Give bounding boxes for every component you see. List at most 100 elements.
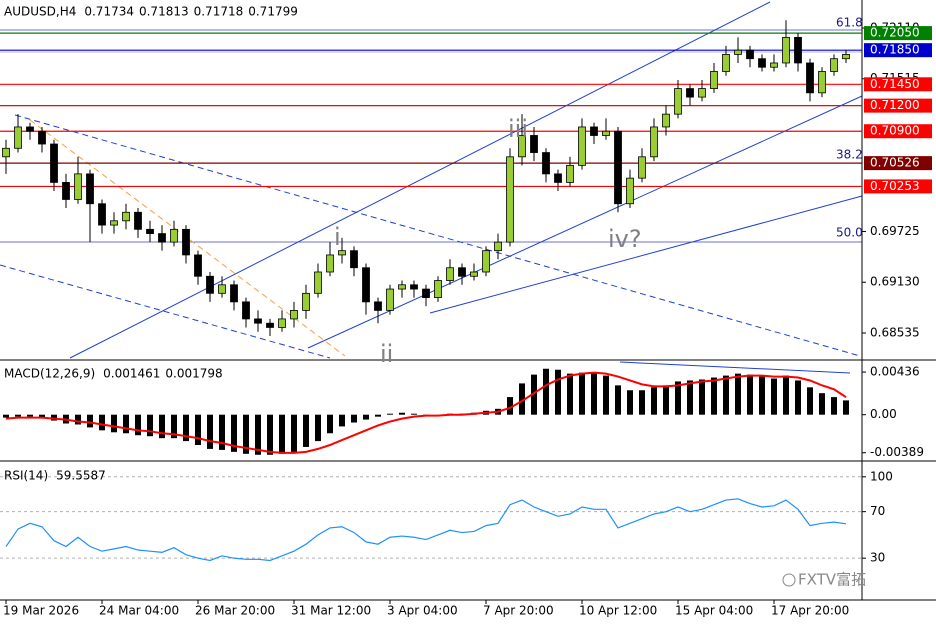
candle-body <box>74 173 82 200</box>
macd-bar <box>627 390 633 415</box>
frame <box>0 0 936 601</box>
candle-body <box>470 271 478 277</box>
level-label: 0.71450 <box>870 77 920 91</box>
candle-body <box>338 250 346 256</box>
watermark: FXTV富拓 <box>798 571 866 589</box>
level-label-box <box>864 124 932 139</box>
candle-body <box>242 301 250 320</box>
candle-body <box>494 241 502 252</box>
level-label: 0.70253 <box>870 179 920 193</box>
fib-label: 38.2 <box>836 148 863 162</box>
y-tick-label: 30 <box>870 551 885 565</box>
trend-line <box>429 195 863 314</box>
panel-value: 0.71813 <box>139 5 189 19</box>
trend-line <box>307 95 863 349</box>
level-label: 0.71200 <box>870 98 920 112</box>
x-tick-label: 3 Apr 04:00 <box>387 604 458 618</box>
candle-body <box>434 280 442 298</box>
macd-bar <box>255 414 261 455</box>
macd-bar <box>111 414 117 433</box>
candle-body <box>50 143 58 183</box>
candle-body <box>638 156 646 179</box>
candle-body <box>194 254 202 277</box>
macd-bar <box>267 414 273 455</box>
panel-value: 0.71799 <box>248 5 298 19</box>
rsi-line <box>5 498 847 562</box>
panel-value: 0.001461 <box>103 367 160 381</box>
y-tick-label: -0.00389 <box>870 445 924 459</box>
macd-bar <box>207 414 213 449</box>
macd-bar <box>579 372 585 415</box>
macd-bar <box>723 375 729 415</box>
candle-body <box>38 130 46 145</box>
wave-label: ii <box>380 340 393 368</box>
candle-body <box>518 135 526 158</box>
macd-bar <box>615 385 621 415</box>
macd-bar <box>399 412 405 415</box>
candle-body <box>530 135 538 153</box>
candle-body <box>482 250 490 273</box>
y-tick-label: 0.68535 <box>870 326 920 340</box>
candle-body <box>230 284 238 303</box>
candle-body <box>122 211 130 222</box>
candle-body <box>182 228 190 256</box>
candle-body <box>218 284 226 294</box>
macd-bar <box>87 414 93 428</box>
y-tick-label: 70 <box>870 504 885 518</box>
macd-bar <box>75 414 81 425</box>
candle-body <box>98 203 106 226</box>
macd-bar <box>279 414 285 454</box>
candle-body <box>842 54 850 60</box>
candle-body <box>2 147 10 158</box>
panel-value: 0.71734 <box>84 5 134 19</box>
macd-bar <box>243 414 249 454</box>
channel-line <box>29 119 346 357</box>
panel-value: 0.71718 <box>194 5 244 19</box>
candle-body <box>674 88 682 115</box>
macd-bar <box>387 413 393 415</box>
macd-bar <box>531 374 537 415</box>
macd-bar <box>351 414 357 423</box>
macd-bar <box>807 387 813 415</box>
macd-bar <box>543 368 549 415</box>
candle-body <box>302 292 310 311</box>
macd-bar <box>747 374 753 415</box>
candle-body <box>146 228 154 235</box>
y-tick-label: 0.00436 <box>870 365 920 379</box>
trend-line <box>69 1 771 359</box>
candle-body <box>830 58 838 72</box>
macd-bar <box>219 414 225 450</box>
x-tick-label: 19 Mar 2026 <box>3 604 79 618</box>
wave-label: iii <box>508 115 528 143</box>
macd-bar <box>555 369 561 415</box>
macd-bar <box>327 414 333 434</box>
candle-body <box>590 126 598 136</box>
x-tick-label: 17 Apr 20:00 <box>771 604 849 618</box>
candle-body <box>374 301 382 311</box>
macd-bar <box>687 380 693 415</box>
candle-body <box>278 318 286 328</box>
candle-body <box>410 284 418 290</box>
x-tick-label: 31 Mar 12:00 <box>291 604 371 618</box>
macd-bar <box>291 414 297 452</box>
x-tick-label: 7 Apr 20:00 <box>483 604 554 618</box>
macd-bar <box>375 414 381 417</box>
macd-bar <box>591 372 597 415</box>
trend-line <box>619 361 851 374</box>
macd-bar <box>123 414 129 434</box>
candle-body <box>506 156 514 243</box>
signal-line <box>5 371 847 454</box>
macd-bar <box>819 393 825 415</box>
candle-body <box>566 164 574 183</box>
candle-body <box>350 250 358 269</box>
macd-bar <box>567 373 573 415</box>
candle-body <box>206 275 214 294</box>
level-label-box <box>864 179 932 194</box>
level-label: 0.70526 <box>870 156 920 170</box>
level-label-box <box>864 43 932 58</box>
candle-body <box>602 130 610 136</box>
macd-bar <box>99 414 105 431</box>
candle-body <box>782 36 790 64</box>
candle-body <box>266 322 274 328</box>
